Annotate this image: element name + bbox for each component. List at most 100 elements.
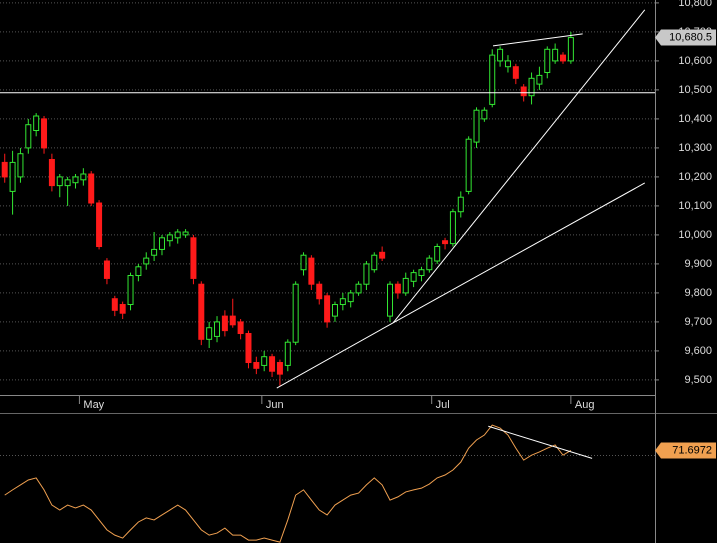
candle-body: [457, 196, 464, 213]
candle-body: [331, 304, 338, 317]
candle-body: [552, 48, 559, 62]
x-tick-label: Jul: [436, 399, 450, 411]
candle-body: [143, 257, 150, 265]
candle-body: [229, 315, 236, 326]
candle-body: [182, 231, 189, 236]
candle-body: [261, 356, 268, 366]
candle-body: [25, 124, 32, 149]
candle-body: [410, 272, 417, 282]
y-tick-label: 9,800: [684, 287, 712, 299]
candle-body: [308, 257, 315, 285]
trend-line: [392, 182, 646, 324]
candle-body: [544, 48, 551, 74]
candle-body: [237, 321, 244, 335]
candle-body: [9, 161, 16, 192]
candle-body: [119, 304, 126, 314]
candle-body: [158, 237, 165, 250]
candle-body: [64, 179, 71, 187]
y-tick-label: 10,800: [678, 0, 712, 9]
indicator-line: [4, 424, 572, 543]
candle-body: [206, 327, 213, 340]
candle-body: [434, 246, 441, 262]
candle-body: [520, 86, 527, 97]
y-tick-label: 10,200: [678, 171, 712, 183]
y-tick-label: 9,900: [684, 258, 712, 270]
candle-body: [41, 118, 48, 149]
x-tick-label: Jun: [266, 399, 284, 411]
y-tick-label: 10,300: [678, 142, 712, 154]
y-tick-label: 9,500: [684, 374, 712, 386]
candle-body: [198, 283, 205, 340]
candle-body: [560, 54, 567, 62]
candle-body: [449, 211, 456, 245]
candle-body: [394, 283, 401, 294]
candle-body: [536, 74, 543, 85]
candle-body: [387, 283, 394, 317]
candle-body: [339, 298, 346, 306]
candle-body: [190, 237, 197, 279]
candle-body: [276, 362, 283, 375]
y-tick-label: 9,600: [684, 345, 712, 357]
candle-body: [292, 283, 299, 343]
candle-body: [512, 66, 519, 79]
trend-line: [276, 322, 394, 389]
candle-body: [127, 275, 134, 306]
candle-body: [1, 161, 8, 178]
x-tick-label: Aug: [575, 399, 595, 411]
candle-body: [379, 251, 386, 259]
indicator-badge-label: 71.6972: [672, 444, 712, 456]
candle-body: [284, 341, 291, 366]
candle-body: [103, 260, 110, 279]
candle-body: [504, 60, 511, 68]
x-tick-label: May: [83, 399, 104, 411]
candle-body: [151, 248, 158, 256]
candle-body: [355, 283, 362, 294]
candle-body: [96, 202, 103, 248]
candle-body: [402, 277, 409, 294]
candle-body: [426, 257, 433, 271]
candle-body: [33, 115, 40, 132]
candle-body: [56, 176, 63, 187]
candle-body: [442, 240, 449, 245]
candle-body: [269, 356, 276, 372]
candle-body: [245, 333, 252, 364]
y-tick-label: 10,100: [678, 200, 712, 212]
candle-body: [473, 109, 480, 143]
indicator-trend-line: [488, 425, 593, 459]
y-tick-label: 9,700: [684, 316, 712, 328]
y-tick-label: 10,400: [678, 113, 712, 125]
candle-body: [48, 159, 55, 187]
candle-body: [371, 254, 378, 271]
candle-body: [528, 77, 535, 97]
candle-body: [347, 292, 354, 303]
price-badge-label: 10,680.5: [669, 31, 712, 43]
candle-body: [17, 153, 24, 178]
indicator-badge: [655, 442, 716, 459]
trend-line: [392, 9, 646, 324]
candle-body: [221, 315, 228, 332]
candle-body: [316, 283, 323, 300]
y-tick-label: 10,000: [678, 229, 712, 241]
y-tick-label: 10,500: [678, 84, 712, 96]
y-tick-label: 10,600: [678, 55, 712, 67]
candle-body: [489, 54, 496, 105]
candle-body: [497, 48, 504, 62]
candle-body: [567, 37, 574, 62]
candle-body: [135, 266, 142, 277]
candle-body: [418, 269, 425, 277]
candle-body: [166, 234, 173, 242]
candle-body: [465, 138, 472, 192]
candle-body: [174, 231, 181, 239]
trend-line: [492, 33, 583, 47]
candle-body: [72, 176, 79, 184]
candle-body: [111, 298, 118, 311]
price-badge: [655, 29, 716, 46]
candle-body: [481, 109, 488, 120]
candle-body: [363, 263, 370, 285]
candle-body: [88, 173, 95, 204]
candle-body: [80, 173, 87, 181]
candle-body: [253, 362, 260, 369]
candle-body: [300, 254, 307, 271]
